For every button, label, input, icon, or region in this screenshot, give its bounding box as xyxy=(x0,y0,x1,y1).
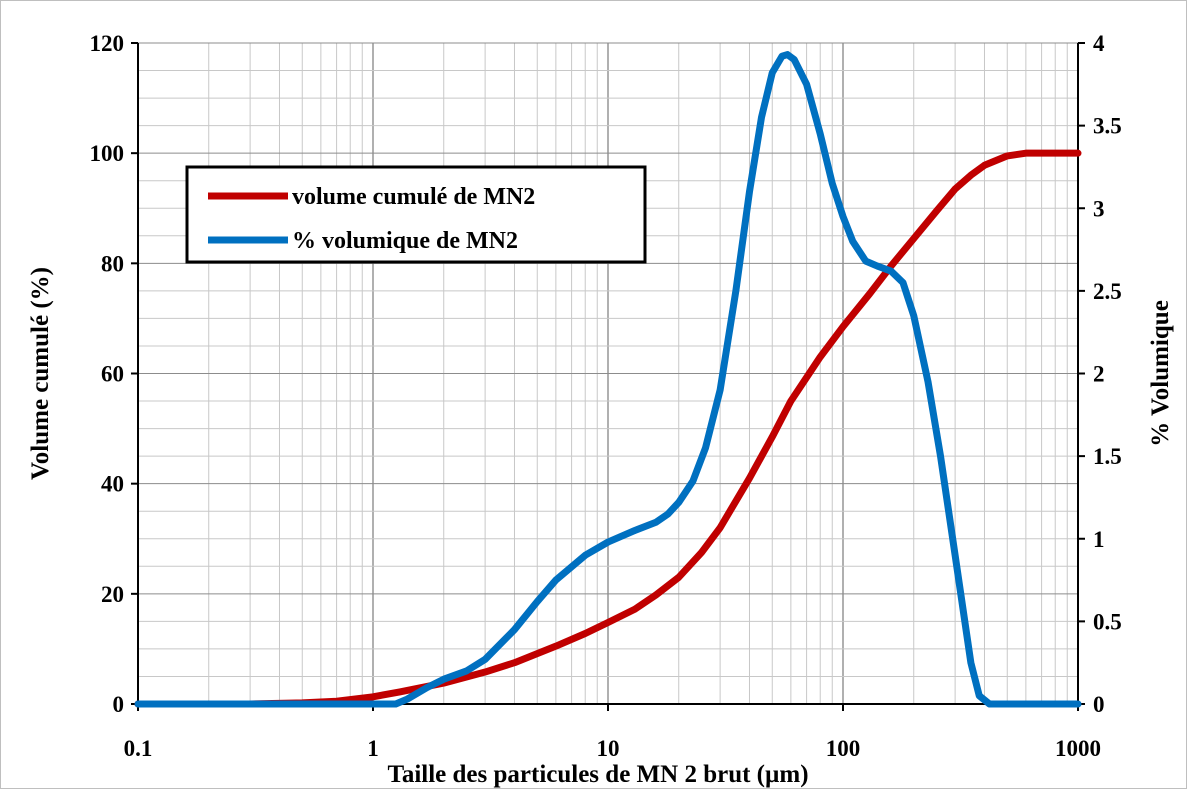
legend-label-volume: % volumique de MN2 xyxy=(292,228,518,254)
series-volume-line xyxy=(134,51,1082,708)
y-right-axis-title: % Volumique xyxy=(1147,300,1174,447)
y-right-tick-label: 1.5 xyxy=(1093,444,1122,469)
legend: volume cumulé de MN2 % volumique de MN2 xyxy=(185,165,647,264)
x-tick-label: 1000 xyxy=(1055,736,1101,761)
y-right-tick-label: 1 xyxy=(1093,527,1105,552)
y-right-tick-label: 2.5 xyxy=(1093,279,1122,304)
legend-box xyxy=(185,165,647,264)
series-layer xyxy=(134,51,1082,708)
x-tick-label: 10 xyxy=(597,736,620,761)
grid xyxy=(137,42,1079,705)
y-right-tick-label: 3 xyxy=(1093,196,1105,221)
y-right-tick-label: 0 xyxy=(1093,692,1105,717)
x-tick-label: 1 xyxy=(367,736,379,761)
y-right-tick-label: 2 xyxy=(1093,362,1105,387)
y-right-tick-label: 4 xyxy=(1093,31,1105,56)
y-left-axis-title: Volume cumulé (%) xyxy=(27,267,54,480)
y-left-tick-label: 20 xyxy=(101,582,124,607)
x-tick-label: 100 xyxy=(826,736,861,761)
legend-label-cumulative: volume cumulé de MN2 xyxy=(292,184,535,210)
y-right-tick-label: 3.5 xyxy=(1093,114,1122,139)
y-left-tick-label: 0 xyxy=(113,692,125,717)
y-right-tick-label: 0.5 xyxy=(1093,609,1122,634)
y-left-tick-label: 80 xyxy=(101,251,124,276)
axes: 0 20 40 60 80 100 120 0 0.5 1 1.5 2 2.5 3 3.5 4 0.1 1 10 10… xyxy=(90,31,1122,761)
axis-labels: Taille des particules de MN 2 brut (µm) V… xyxy=(27,267,1174,788)
series-cumulative-line xyxy=(134,149,1082,708)
y-left-tick-label: 40 xyxy=(101,472,124,497)
y-left-tick-label: 100 xyxy=(90,141,125,166)
y-left-tick-label: 120 xyxy=(90,31,125,56)
x-tick-label: 0.1 xyxy=(124,736,153,761)
x-axis-title: Taille des particules de MN 2 brut (µm) xyxy=(387,761,808,788)
y-left-tick-label: 60 xyxy=(101,362,124,387)
